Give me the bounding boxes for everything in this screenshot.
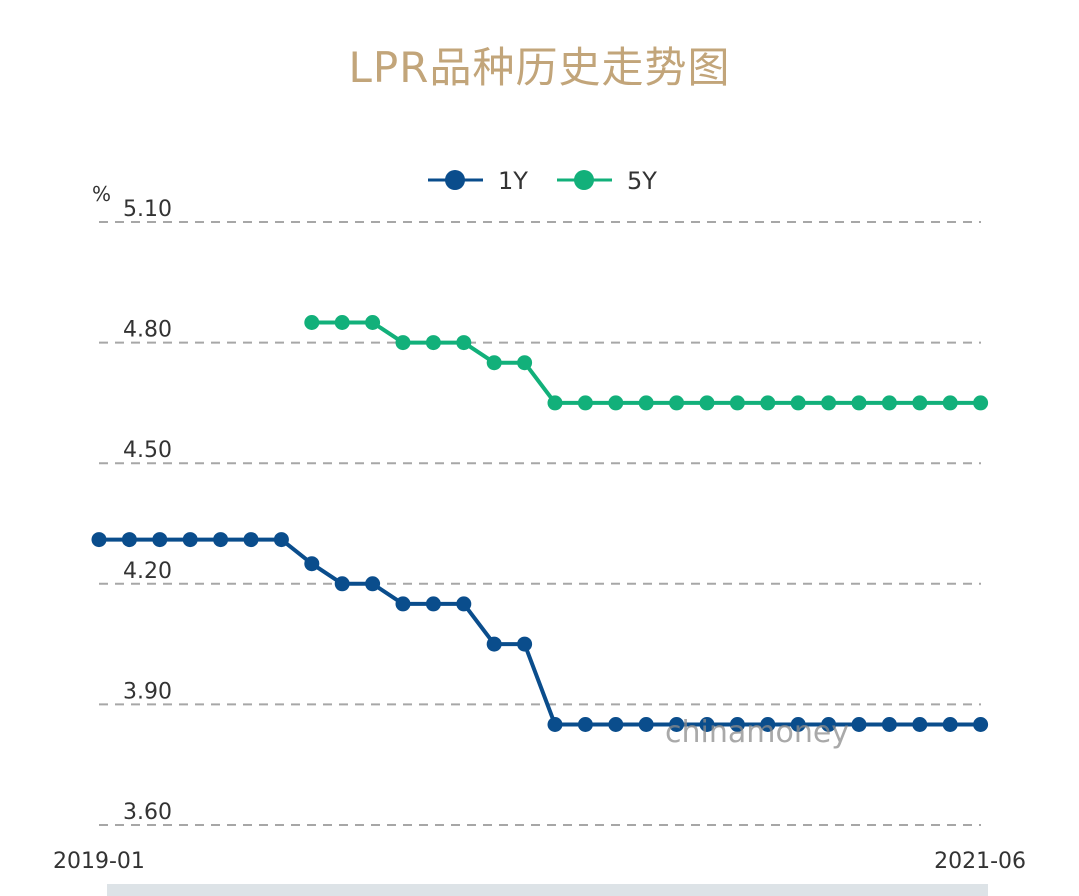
data-point-1y[interactable] bbox=[425, 596, 441, 612]
data-point-1y[interactable] bbox=[182, 532, 198, 548]
data-point-5y[interactable] bbox=[851, 395, 867, 411]
data-point-5y[interactable] bbox=[547, 395, 563, 411]
data-point-1y[interactable] bbox=[334, 576, 350, 592]
data-point-1y[interactable] bbox=[942, 717, 958, 732]
data-point-1y[interactable] bbox=[608, 717, 624, 732]
data-point-5y[interactable] bbox=[699, 395, 715, 411]
series-line-5y bbox=[311, 320, 981, 405]
y-tick-labels: 3.60 3.90 4.20 4.50 4.80 5.10 bbox=[123, 197, 172, 825]
data-point-5y[interactable] bbox=[334, 315, 350, 330]
data-point-5y[interactable] bbox=[395, 335, 411, 351]
data-point-1y[interactable] bbox=[851, 717, 867, 732]
legend-item-1y[interactable]: 1Y bbox=[428, 167, 528, 195]
data-point-1y[interactable] bbox=[790, 717, 806, 732]
data-point-1y[interactable] bbox=[669, 717, 685, 732]
data-point-1y[interactable] bbox=[152, 532, 168, 548]
data-point-5y[interactable] bbox=[304, 315, 320, 330]
y-tick-label: 4.50 bbox=[123, 438, 172, 463]
data-point-1y[interactable] bbox=[91, 532, 107, 548]
legend[interactable]: 1Y 5Y bbox=[428, 167, 657, 195]
data-point-5y[interactable] bbox=[577, 395, 593, 411]
grid-lines bbox=[99, 221, 981, 826]
data-point-1y[interactable] bbox=[973, 717, 989, 732]
series-1y bbox=[91, 532, 989, 732]
data-point-5y[interactable] bbox=[973, 395, 989, 411]
x-tick-labels: 2019-01 2021-06 bbox=[53, 849, 1026, 874]
data-point-5y[interactable] bbox=[486, 355, 502, 371]
data-point-1y[interactable] bbox=[821, 717, 837, 732]
series-group bbox=[91, 315, 989, 732]
data-point-1y[interactable] bbox=[365, 576, 381, 592]
data-point-1y[interactable] bbox=[213, 532, 229, 548]
y-tick-label: 4.80 bbox=[123, 318, 172, 343]
data-point-5y[interactable] bbox=[912, 395, 928, 411]
data-point-1y[interactable] bbox=[121, 532, 137, 548]
data-point-5y[interactable] bbox=[821, 395, 837, 411]
data-point-5y[interactable] bbox=[669, 395, 685, 411]
y-tick-label: 4.20 bbox=[123, 559, 172, 584]
legend-item-5y[interactable]: 5Y bbox=[557, 167, 657, 195]
data-point-1y[interactable] bbox=[547, 717, 563, 732]
data-point-5y[interactable] bbox=[881, 395, 897, 411]
watermark-text: chinamoney bbox=[665, 715, 849, 750]
y-axis-unit-label: % bbox=[92, 182, 111, 206]
data-point-5y[interactable] bbox=[365, 315, 381, 330]
data-point-1y[interactable] bbox=[760, 717, 776, 732]
data-point-5y[interactable] bbox=[456, 335, 472, 351]
series-5y bbox=[304, 315, 989, 411]
x-tick-label: 2021-06 bbox=[934, 849, 1026, 874]
page-title: LPR品种历史走势图 bbox=[348, 43, 731, 92]
data-point-1y[interactable] bbox=[577, 717, 593, 732]
data-point-1y[interactable] bbox=[699, 717, 715, 732]
legend-marker bbox=[574, 170, 594, 190]
y-tick-label: 3.90 bbox=[123, 679, 172, 704]
data-point-5y[interactable] bbox=[760, 395, 776, 411]
x-tick-label: 2019-01 bbox=[53, 849, 145, 874]
y-tick-label: 3.60 bbox=[123, 800, 172, 825]
data-point-1y[interactable] bbox=[456, 596, 472, 612]
series-line-1y bbox=[99, 537, 981, 727]
data-point-5y[interactable] bbox=[517, 355, 533, 371]
legend-label: 1Y bbox=[498, 167, 528, 195]
data-point-5y[interactable] bbox=[942, 395, 958, 411]
data-point-5y[interactable] bbox=[729, 395, 745, 411]
data-point-1y[interactable] bbox=[304, 556, 320, 572]
data-point-5y[interactable] bbox=[638, 395, 654, 411]
data-point-1y[interactable] bbox=[273, 532, 289, 548]
data-point-1y[interactable] bbox=[881, 717, 897, 732]
data-point-5y[interactable] bbox=[608, 395, 624, 411]
data-point-1y[interactable] bbox=[912, 717, 928, 732]
legend-label: 5Y bbox=[627, 167, 657, 195]
data-point-5y[interactable] bbox=[425, 335, 441, 351]
data-point-1y[interactable] bbox=[729, 717, 745, 732]
data-point-5y[interactable] bbox=[790, 395, 806, 411]
data-point-1y[interactable] bbox=[243, 532, 259, 548]
y-tick-label: 5.10 bbox=[123, 197, 172, 222]
data-point-1y[interactable] bbox=[638, 717, 654, 732]
data-point-1y[interactable] bbox=[517, 636, 533, 652]
data-point-1y[interactable] bbox=[395, 596, 411, 612]
data-point-1y[interactable] bbox=[486, 636, 502, 652]
bottom-panel-edge bbox=[107, 884, 988, 896]
legend-marker bbox=[445, 170, 465, 190]
